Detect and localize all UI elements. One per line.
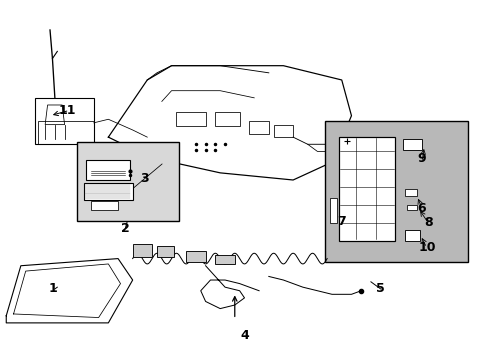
Bar — [38, 121, 94, 144]
Bar — [35, 98, 94, 144]
Bar — [132, 244, 152, 257]
Bar — [249, 121, 268, 134]
Text: 6: 6 — [417, 202, 426, 215]
Text: 8: 8 — [423, 216, 432, 229]
Text: 2: 2 — [121, 222, 129, 235]
Text: 5: 5 — [375, 283, 384, 296]
Bar — [273, 125, 292, 137]
Bar — [77, 143, 179, 221]
Bar — [186, 251, 205, 262]
Text: 3: 3 — [140, 172, 149, 185]
Bar — [157, 246, 174, 257]
Bar — [215, 112, 239, 126]
Bar — [176, 112, 205, 126]
FancyBboxPatch shape — [84, 183, 132, 200]
Bar — [324, 121, 467, 262]
Text: 7: 7 — [337, 215, 346, 228]
Text: 10: 10 — [417, 241, 435, 255]
Text: 9: 9 — [417, 152, 426, 165]
Bar — [404, 230, 419, 241]
Text: 11: 11 — [58, 104, 76, 117]
FancyBboxPatch shape — [91, 202, 118, 210]
FancyBboxPatch shape — [339, 137, 394, 241]
Bar — [407, 205, 416, 210]
Bar — [402, 139, 421, 150]
FancyBboxPatch shape — [86, 160, 130, 180]
Bar — [215, 255, 234, 264]
Bar — [404, 189, 416, 196]
Bar — [329, 198, 336, 223]
Text: 1: 1 — [48, 283, 57, 296]
Text: 4: 4 — [240, 329, 248, 342]
